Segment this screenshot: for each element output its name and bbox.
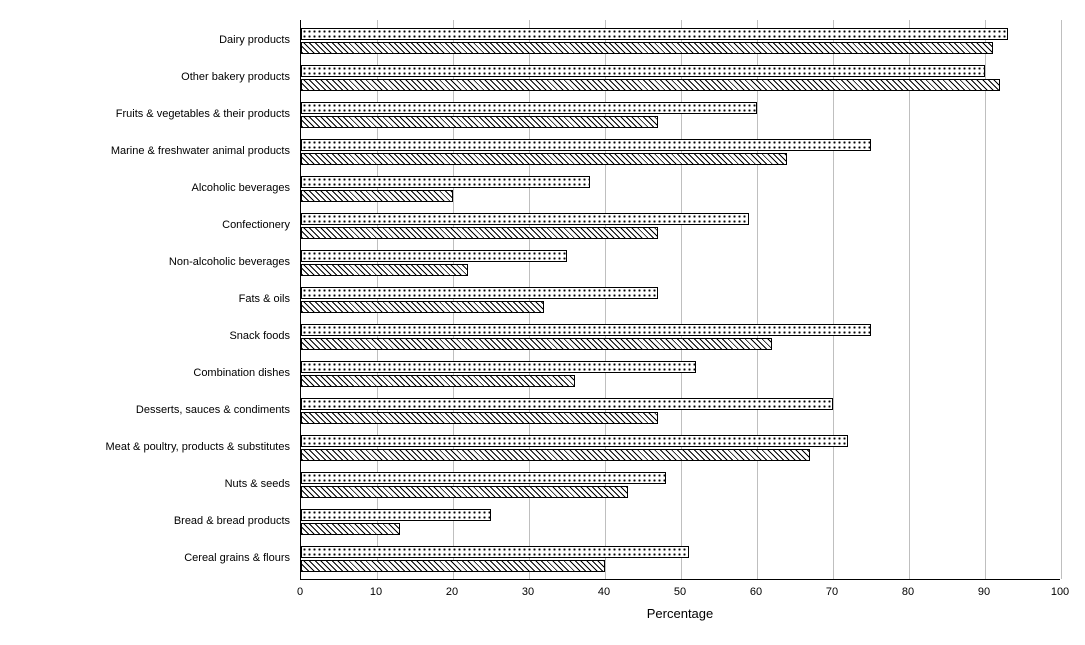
gridline xyxy=(833,20,834,579)
x-tick-label: 20 xyxy=(446,586,458,598)
bar xyxy=(301,176,590,188)
bar xyxy=(301,264,468,276)
bar xyxy=(301,361,696,373)
category-label: Cereal grains & flours xyxy=(0,552,290,565)
x-tick-label: 30 xyxy=(522,586,534,598)
bar xyxy=(301,509,491,521)
x-tick-label: 100 xyxy=(1051,586,1069,598)
bar xyxy=(301,139,871,151)
bar xyxy=(301,65,985,77)
bar xyxy=(301,301,544,313)
bar xyxy=(301,102,757,114)
gridline xyxy=(1061,20,1062,579)
category-label: Fruits & vegetables & their products xyxy=(0,108,290,121)
bar xyxy=(301,523,400,535)
category-label: Desserts, sauces & condiments xyxy=(0,404,290,417)
bar xyxy=(301,227,658,239)
category-label: Fats & oils xyxy=(0,293,290,306)
category-label: Bread & bread products xyxy=(0,515,290,528)
x-tick-label: 0 xyxy=(297,586,303,598)
category-label: Nuts & seeds xyxy=(0,478,290,491)
x-tick-label: 70 xyxy=(826,586,838,598)
bar xyxy=(301,486,628,498)
x-tick-label: 60 xyxy=(750,586,762,598)
x-tick-label: 40 xyxy=(598,586,610,598)
x-tick-label: 50 xyxy=(674,586,686,598)
category-label: Combination dishes xyxy=(0,367,290,380)
category-label: Snack foods xyxy=(0,330,290,343)
bar xyxy=(301,560,605,572)
bar xyxy=(301,42,993,54)
bar xyxy=(301,190,453,202)
category-label: Meat & poultry, products & substitutes xyxy=(0,441,290,454)
bar xyxy=(301,546,689,558)
bar xyxy=(301,472,666,484)
bar xyxy=(301,412,658,424)
bar xyxy=(301,28,1008,40)
x-tick-label: 90 xyxy=(978,586,990,598)
x-axis-title: Percentage xyxy=(630,606,730,621)
category-label: Confectionery xyxy=(0,219,290,232)
x-tick-label: 10 xyxy=(370,586,382,598)
bar xyxy=(301,153,787,165)
gridline xyxy=(757,20,758,579)
bar xyxy=(301,250,567,262)
horizontal-grouped-bar-chart: 0 10 20 30 40 50 60 70 80 90 100 Percentage Dairy pr… xyxy=(0,0,1085,645)
gridline xyxy=(985,20,986,579)
bar xyxy=(301,116,658,128)
category-label: Dairy products xyxy=(0,34,290,47)
bar xyxy=(301,435,848,447)
bar xyxy=(301,79,1000,91)
bar xyxy=(301,213,749,225)
bar xyxy=(301,449,810,461)
category-label: Other bakery products xyxy=(0,71,290,84)
x-tick-label: 80 xyxy=(902,586,914,598)
bar xyxy=(301,398,833,410)
category-label: Marine & freshwater animal products xyxy=(0,145,290,158)
category-label: Non-alcoholic beverages xyxy=(0,256,290,269)
bar xyxy=(301,338,772,350)
bar xyxy=(301,287,658,299)
bar xyxy=(301,375,575,387)
gridline xyxy=(909,20,910,579)
category-label: Alcoholic beverages xyxy=(0,182,290,195)
plot-area xyxy=(300,20,1060,580)
bar xyxy=(301,324,871,336)
